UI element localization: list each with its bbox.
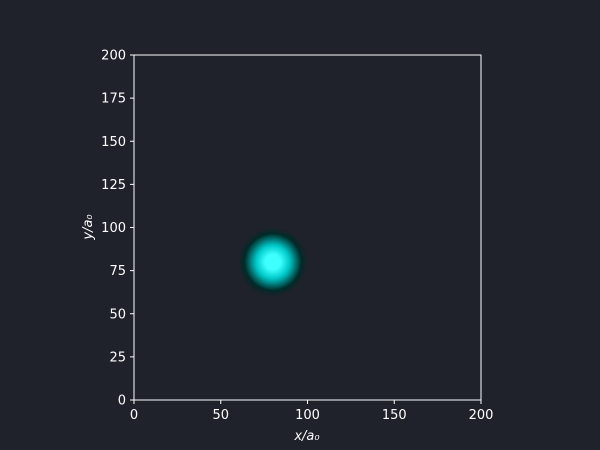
y-tick-label: 75: [109, 264, 126, 279]
y-tick-label: 200: [101, 49, 126, 64]
x-tick-label: 150: [382, 408, 407, 423]
y-axis: 0 25 50 75 100 125 150 175 200: [101, 49, 134, 409]
x-tick-label: 100: [295, 408, 320, 423]
x-axis: 0 50 100 150 200: [130, 400, 494, 423]
y-tick-label: 0: [118, 394, 126, 409]
y-axis-label: y/a₀: [81, 214, 96, 241]
x-axis-label: x/a₀: [293, 429, 320, 444]
x-tick-label: 0: [130, 408, 138, 423]
y-tick-label: 125: [101, 178, 126, 193]
y-tick-label: 150: [101, 135, 126, 150]
density-blob: [238, 227, 308, 297]
y-tick-label: 100: [101, 221, 126, 236]
y-tick-label: 175: [101, 92, 126, 107]
plot-area: [133, 54, 482, 401]
x-tick-label: 50: [212, 408, 229, 423]
x-tick-label: 200: [469, 408, 494, 423]
y-tick-label: 25: [109, 350, 126, 365]
y-tick-label: 50: [109, 307, 126, 322]
plot-background: [134, 55, 481, 400]
